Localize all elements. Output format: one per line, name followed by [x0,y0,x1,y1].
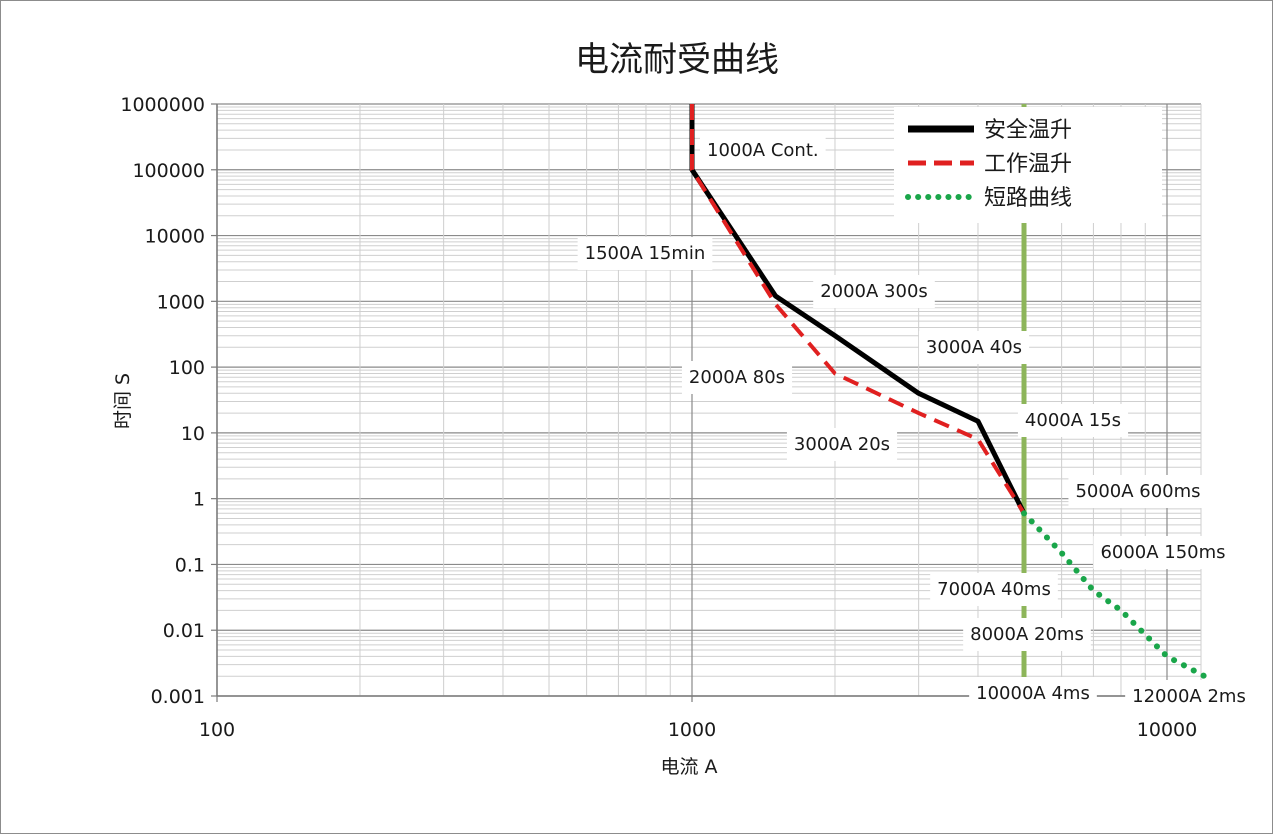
chart-title: 电流耐受曲线 [575,40,779,80]
y-axis-label: 时间 S [112,373,134,429]
annotation: 2000A 300s [813,275,935,308]
annotation: 10000A 4ms [969,677,1097,710]
x-tick-label: 100 [199,719,235,741]
y-tick-label: 10 [181,423,205,445]
x-tick-label: 10000 [1137,719,1197,741]
annotations: 1000A Cont. 1500A 15min 2000A 300s 2000A 80… [577,134,1253,713]
annotation: 3000A 40s [918,331,1030,364]
y-tick-label: 1000000 [120,94,205,116]
annotation-label: 4000A 15s [1025,410,1121,431]
annotation: 2000A 80s [681,361,793,394]
annotation-label: 2000A 300s [820,281,928,302]
y-tick-label: 1 [193,489,205,511]
annotation-background [1125,680,1253,713]
annotation: 1500A 15min [577,237,713,270]
annotation: 7000A 40ms [930,573,1058,606]
legend-label-2: 工作温升 [984,152,1072,177]
annotation-label: 1500A 15min [585,243,706,264]
y-tick-label: 0.01 [163,620,205,642]
y-tick-label: 0.1 [175,554,205,576]
y-tick-label: 1000 [157,291,205,313]
series-line-3 [1021,510,1208,680]
annotation: 1000A Cont. [700,134,826,167]
annotation-label: 3000A 20s [794,434,890,455]
annotation-background [969,677,1097,710]
annotation: 6000A 150ms [1093,536,1233,569]
annotation-background [1093,536,1233,569]
y-tick-label: 100 [169,357,205,379]
annotation-label: 2000A 80s [689,367,785,388]
annotation-background [700,134,826,167]
annotation-background [786,428,898,461]
y-tick-label: 0.001 [151,686,205,708]
series-line-2 [690,104,1026,515]
annotation-label: 8000A 20ms [970,624,1084,645]
annotation-label: 10000A 4ms [976,683,1090,704]
x-tick-label: 1000 [668,719,716,741]
annotation-background [918,331,1030,364]
annotation-label: 7000A 40ms [937,579,1051,600]
annotation: 8000A 20ms [963,618,1091,651]
annotation-background [681,361,793,394]
annotation-background [930,573,1058,606]
annotation: 12000A 2ms [1125,680,1253,713]
annotation-background [1017,404,1129,437]
annotation: 3000A 20s [786,428,898,461]
annotation-background [577,237,713,270]
x-axis-label: 电流 A [660,756,717,778]
axes: 0.001 0.01 0.1 1 10 100 1000 10000 100000 1000000… [120,94,1201,741]
series-group [689,104,1208,680]
annotation-label: 1000A Cont. [707,140,819,161]
annotation: 5000A 600ms [1068,475,1208,508]
annotation-background [813,275,935,308]
annotation-background [1068,475,1208,508]
annotation-label: 12000A 2ms [1132,686,1246,707]
annotation-label: 5000A 600ms [1075,481,1200,502]
y-tick-label: 100000 [132,160,205,182]
legend-label-3: 短路曲线 [984,186,1072,211]
y-tick-label: 10000 [145,226,205,248]
legend-label-1: 安全温升 [984,118,1072,143]
annotation-label: 3000A 40s [926,337,1022,358]
annotation-background [963,618,1091,651]
annotation: 4000A 15s [1017,404,1129,437]
annotation-label: 6000A 150ms [1100,542,1225,563]
